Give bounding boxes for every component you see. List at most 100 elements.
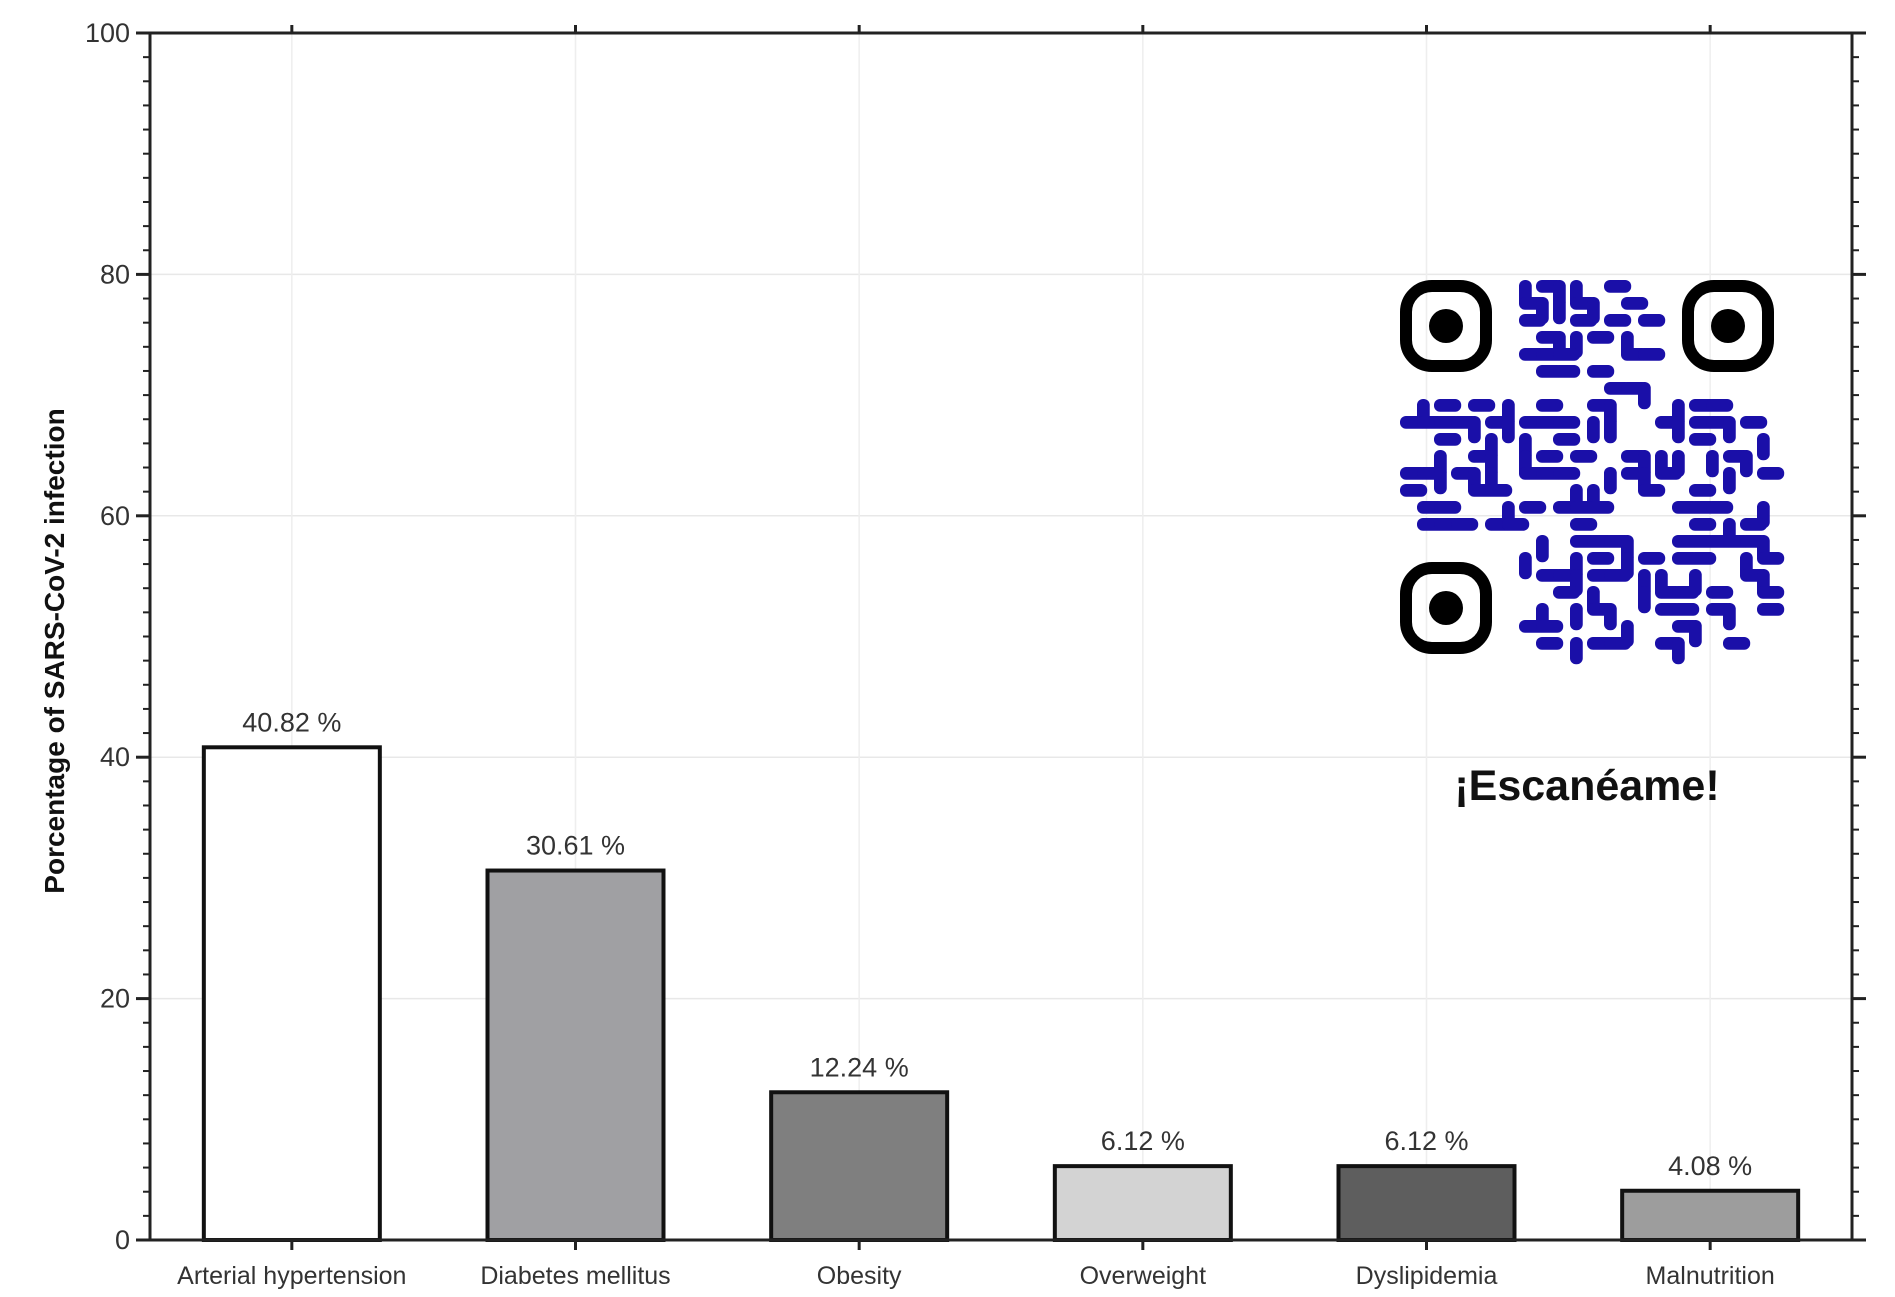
qr-module — [1706, 586, 1734, 599]
qr-module — [1400, 484, 1428, 497]
qr-module — [1553, 433, 1581, 446]
qr-module — [1519, 314, 1547, 327]
qr-module — [1587, 331, 1615, 344]
x-tick-label: Overweight — [1080, 1262, 1206, 1290]
qr-module — [1434, 501, 1462, 514]
qr-finder-dot — [1429, 591, 1463, 625]
qr-module — [1757, 552, 1785, 565]
qr-module — [1604, 467, 1617, 495]
x-tick-label: Arterial hypertension — [177, 1262, 406, 1290]
bar-data-label: 12.24 % — [810, 1052, 909, 1082]
x-tick-label: Diabetes mellitus — [480, 1262, 670, 1290]
qr-module — [1553, 348, 1581, 361]
y-tick-label: 80 — [100, 259, 130, 289]
qr-module — [1723, 416, 1736, 444]
bar — [1052, 1164, 1233, 1242]
qr-module — [1434, 433, 1462, 446]
bars — [201, 745, 1801, 1242]
qr-module — [1502, 416, 1515, 444]
qr-module — [1638, 382, 1651, 410]
qr-module — [1638, 348, 1666, 361]
bar — [201, 745, 382, 1242]
qr-module — [1672, 603, 1700, 616]
qr-module — [1638, 552, 1666, 565]
qr-module — [1536, 637, 1564, 650]
qr-module — [1604, 603, 1617, 631]
bar-data-label: 30.61 % — [526, 831, 625, 861]
y-axis-label: Porcentage of SARS-CoV-2 infection — [39, 408, 70, 893]
qr-module — [1434, 399, 1462, 412]
qr-module — [1655, 467, 1683, 480]
qr-module — [1706, 399, 1734, 412]
qr-module — [1706, 501, 1734, 514]
qr-module — [1621, 297, 1649, 310]
bar — [485, 868, 666, 1242]
qr-module — [1672, 586, 1700, 599]
y-tick-label: 40 — [100, 742, 130, 772]
qr-module — [1587, 501, 1615, 514]
qr-module — [1536, 535, 1549, 563]
qr-module — [1519, 552, 1532, 580]
qr-module — [1689, 552, 1717, 565]
y-tick-label: 60 — [100, 501, 130, 531]
bar-data-label: 6.12 % — [1384, 1126, 1468, 1156]
qr-module — [1553, 365, 1581, 378]
qr-module — [1638, 484, 1666, 497]
qr-module — [1553, 586, 1581, 599]
qr-module — [1689, 484, 1717, 497]
qr-module — [1604, 637, 1632, 650]
qr-module — [1451, 518, 1479, 531]
qr-finder-dot — [1429, 309, 1463, 343]
qr-module — [1706, 450, 1719, 478]
x-tick-label: Obesity — [817, 1262, 902, 1290]
x-tick-label: Malnutrition — [1646, 1262, 1775, 1290]
qr-module — [1689, 620, 1702, 648]
qr-module — [1757, 433, 1770, 461]
bar-data-label: 40.82 % — [242, 707, 341, 737]
qr-module — [1689, 518, 1717, 531]
qr-module — [1587, 552, 1615, 565]
qr-finder-pattern — [1400, 280, 1492, 372]
qr-module — [1570, 450, 1598, 463]
qr-module — [1485, 484, 1513, 497]
qr-code[interactable] — [1400, 280, 1785, 665]
grid-lines — [150, 32, 1852, 1241]
qr-module — [1587, 365, 1615, 378]
qr-finder-dot — [1711, 309, 1745, 343]
bar — [1336, 1164, 1517, 1242]
qr-module — [1536, 450, 1564, 463]
qr-caption: ¡Escanéame! — [1454, 762, 1719, 810]
qr-module — [1536, 399, 1564, 412]
bar — [769, 1090, 950, 1242]
qr-module — [1740, 518, 1768, 531]
bar — [1620, 1188, 1801, 1242]
qr-module — [1570, 637, 1583, 665]
bar-data-label: 6.12 % — [1101, 1126, 1185, 1156]
qr-module — [1553, 297, 1566, 325]
qr-module — [1553, 467, 1581, 480]
qr-finder-pattern — [1400, 562, 1492, 654]
qr-module — [1536, 620, 1564, 633]
qr-module — [1570, 603, 1583, 631]
qr-module — [1740, 416, 1768, 429]
bar-data-label: 4.08 % — [1668, 1151, 1752, 1181]
qr-module — [1519, 501, 1547, 514]
y-tick-label: 20 — [100, 984, 130, 1014]
qr-module — [1757, 586, 1785, 599]
qr-module — [1553, 416, 1581, 429]
qr-module — [1672, 416, 1685, 444]
qr-module — [1740, 450, 1753, 478]
qr-module — [1638, 586, 1651, 614]
qr-module — [1502, 518, 1530, 531]
qr-module — [1757, 467, 1785, 480]
y-tick-label: 100 — [85, 18, 130, 48]
qr-module — [1723, 467, 1736, 495]
qr-module — [1570, 518, 1598, 531]
qr-module — [1468, 416, 1481, 444]
qr-module — [1587, 416, 1600, 444]
qr-module — [1638, 314, 1666, 327]
labels: 40.82 % Arterial hypertension 30.61 % Diabe… — [85, 18, 1775, 1290]
qr-module — [1723, 637, 1751, 650]
qr-module — [1689, 433, 1717, 446]
